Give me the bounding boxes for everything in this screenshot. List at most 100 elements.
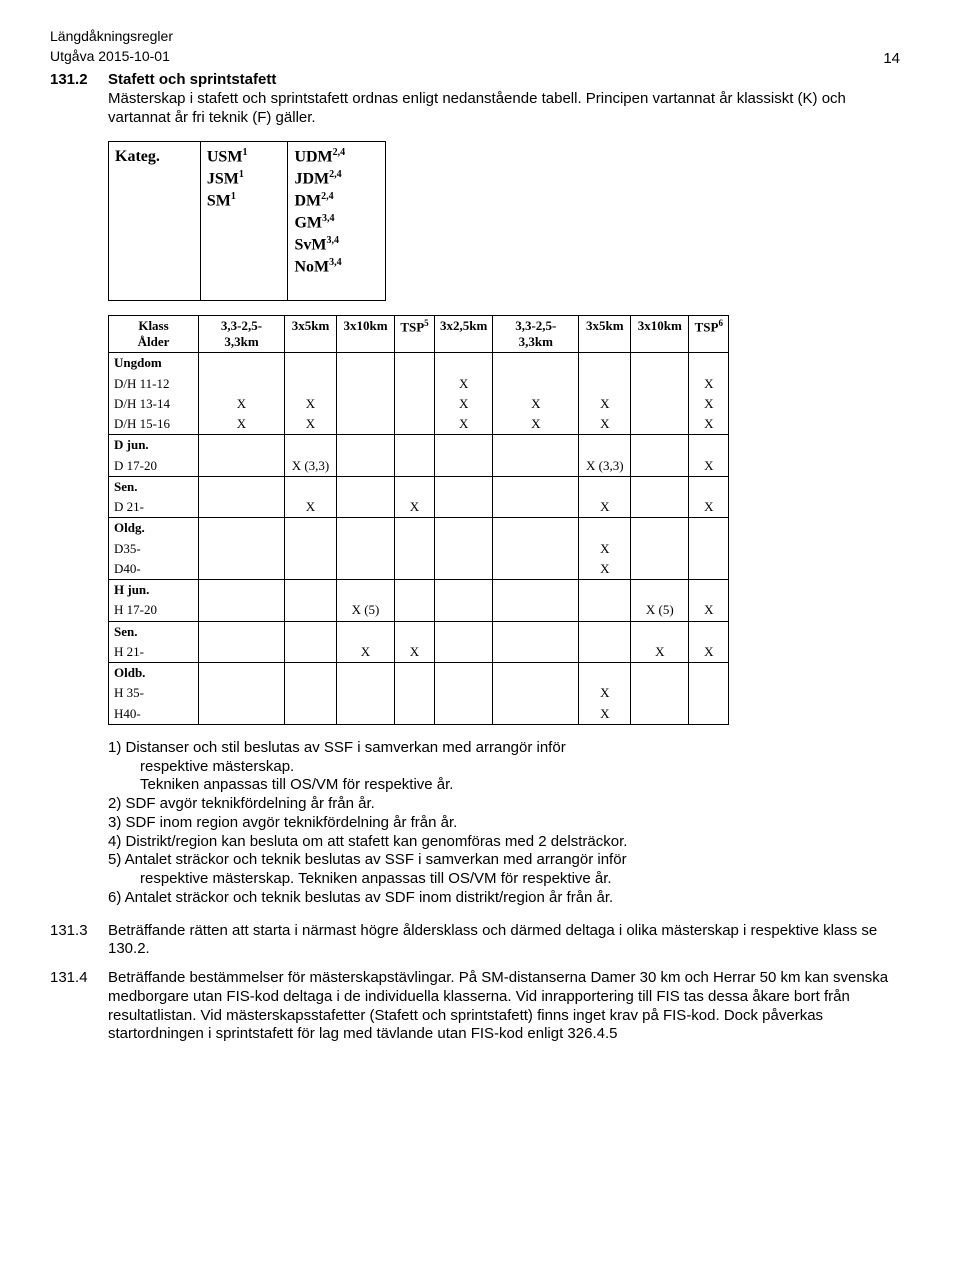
cell (631, 580, 689, 601)
table-row: H jun. (109, 580, 729, 601)
cell: X (493, 394, 579, 414)
cell (631, 621, 689, 642)
col-header: TSP6 (689, 315, 729, 353)
cell (395, 414, 435, 435)
cell (337, 374, 395, 394)
table-row: H 21-XXXX (109, 642, 729, 663)
klass-label: Klass (138, 318, 168, 333)
section-131-4: 131.4 Beträffande bestämmelser för mäste… (50, 969, 910, 1044)
table-row: D 17-20X (3,3)X (3,3)X (109, 456, 729, 477)
cell (337, 476, 395, 497)
table-row: Oldb. (109, 663, 729, 684)
table-row: Sen. (109, 621, 729, 642)
cell (435, 621, 493, 642)
cell (395, 704, 435, 725)
group-label: H jun. (109, 580, 199, 601)
section-num: 131.4 (50, 969, 108, 1044)
cell: X (689, 642, 729, 663)
col-header: 3x5km (285, 315, 337, 353)
row-label: D35- (109, 539, 199, 559)
cell (337, 414, 395, 435)
cell (199, 374, 285, 394)
col-header: 3x10km (631, 315, 689, 353)
notes: 1) Distanser och stil beslutas av SSF i … (108, 739, 910, 908)
note-5a: 5) Antalet sträckor och teknik beslutas … (108, 851, 910, 870)
table-body: UngdomD/H 11-12XXD/H 13-14XXXXXXD/H 15-1… (109, 353, 729, 725)
cell (435, 435, 493, 456)
cell (285, 580, 337, 601)
note-1a: 1) Distanser och stil beslutas av SSF i … (108, 739, 910, 758)
note-1c: Tekniken anpassas till OS/VM för respekt… (108, 776, 910, 795)
cell (689, 663, 729, 684)
cell: X (631, 642, 689, 663)
kateg-table: Kateg. USM1JSM1SM1 UDM2,4JDM2,4DM2,4GM3,… (108, 141, 386, 301)
section-title: Stafett och sprintstafett (108, 71, 276, 88)
cell (199, 683, 285, 703)
row-label: D/H 11-12 (109, 374, 199, 394)
cell (337, 456, 395, 477)
cell (631, 704, 689, 725)
section-body: Beträffande rätten att starta i närmast … (108, 922, 910, 960)
cell (199, 559, 285, 580)
col-header: 3x5km (579, 315, 631, 353)
cell (337, 704, 395, 725)
kateg-left-cell: USM1JSM1SM1 (200, 142, 288, 301)
cell (337, 497, 395, 518)
kateg-right-line: SvM3,4 (294, 234, 345, 256)
cell (579, 663, 631, 684)
cell (689, 683, 729, 703)
cell (631, 539, 689, 559)
cell (337, 435, 395, 456)
table-row: D35- X (109, 539, 729, 559)
group-label: Sen. (109, 621, 199, 642)
cell (631, 374, 689, 394)
cell (435, 600, 493, 621)
cell: X (579, 497, 631, 518)
alder-label: Ålder (138, 334, 170, 349)
cell (689, 435, 729, 456)
cell (579, 476, 631, 497)
note-4: 4) Distrikt/region kan besluta om att st… (108, 833, 910, 852)
table-row: H40-X (109, 704, 729, 725)
cell (493, 539, 579, 559)
cell (689, 353, 729, 374)
group-label: Oldb. (109, 663, 199, 684)
cell (395, 394, 435, 414)
table-head-row: Klass Ålder 3,3-2,5-3,3km3x5km3x10kmTSP5… (109, 315, 729, 353)
table-row: D/H 11-12XX (109, 374, 729, 394)
row-label: H 21- (109, 642, 199, 663)
cell (435, 476, 493, 497)
cell (631, 456, 689, 477)
col-klass: Klass Ålder (109, 315, 199, 353)
cell (199, 518, 285, 539)
cell (493, 353, 579, 374)
cell (337, 559, 395, 580)
cell (631, 394, 689, 414)
cell (493, 497, 579, 518)
cell (199, 456, 285, 477)
cell (337, 663, 395, 684)
cell (493, 456, 579, 477)
cell (395, 539, 435, 559)
cell (435, 456, 493, 477)
cell (493, 518, 579, 539)
cell (337, 394, 395, 414)
cell (285, 642, 337, 663)
cell (631, 476, 689, 497)
cell: X (579, 683, 631, 703)
cell (395, 476, 435, 497)
table-row: D/H 13-14XXXXXX (109, 394, 729, 414)
cell (337, 683, 395, 703)
cell (435, 539, 493, 559)
cell: X (689, 414, 729, 435)
cell (493, 663, 579, 684)
cell (337, 539, 395, 559)
cell (199, 497, 285, 518)
doc-edition: Utgåva 2015-10-01 (50, 48, 910, 66)
cell: X (579, 539, 631, 559)
table-row: D 21-XXXX (109, 497, 729, 518)
row-label: H40- (109, 704, 199, 725)
col-header: 3,3-2,5-3,3km (199, 315, 285, 353)
cell (689, 704, 729, 725)
cell (395, 353, 435, 374)
